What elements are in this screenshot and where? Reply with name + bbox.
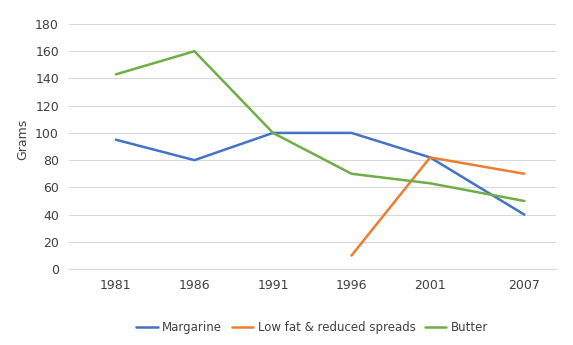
Legend: Margarine, Low fat & reduced spreads, Butter: Margarine, Low fat & reduced spreads, Bu… <box>132 316 493 339</box>
Margarine <box>112 138 119 142</box>
Margarine <box>191 158 198 162</box>
Line: Margarine: Margarine <box>116 133 524 215</box>
Butter <box>521 199 528 203</box>
Butter <box>348 172 355 176</box>
Line: Low fat & reduced spreads: Low fat & reduced spreads <box>352 157 524 256</box>
Low fat & reduced spreads <box>521 172 528 176</box>
Margarine <box>427 155 434 159</box>
Y-axis label: Grams: Grams <box>17 119 30 160</box>
Butter <box>427 181 434 185</box>
Butter <box>269 131 276 135</box>
Low fat & reduced spreads <box>348 254 355 258</box>
Margarine <box>348 131 355 135</box>
Line: Butter: Butter <box>116 51 524 201</box>
Butter <box>112 72 119 77</box>
Margarine <box>269 131 276 135</box>
Butter <box>191 49 198 53</box>
Margarine <box>521 213 528 217</box>
Low fat & reduced spreads <box>427 155 434 159</box>
